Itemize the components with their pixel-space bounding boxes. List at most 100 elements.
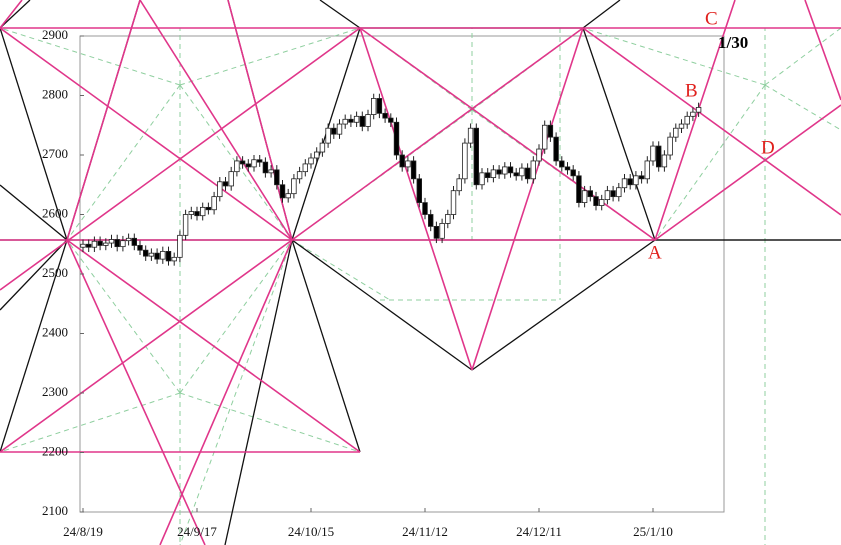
- candle-body: [416, 178, 422, 204]
- candle-body: [194, 211, 200, 217]
- candle-body: [199, 206, 206, 217]
- candle-body: [684, 115, 690, 125]
- overlay-line: [654, 104, 841, 241]
- candle-body: [593, 196, 599, 206]
- candle-body: [450, 190, 457, 215]
- candle-body: [547, 124, 554, 138]
- candle-body: [410, 160, 417, 180]
- candle-body: [353, 115, 360, 123]
- plot-frame: [79, 35, 725, 513]
- candle-body: [313, 151, 320, 159]
- overlay-line: [139, 0, 293, 241]
- guide-line: [0, 27, 181, 86]
- candle-body: [633, 175, 639, 186]
- candle-body: [627, 178, 633, 186]
- candle-body: [296, 171, 303, 180]
- overlay-line: [66, 239, 206, 545]
- overlay-line: [582, 27, 841, 216]
- guide-line: [0, 392, 181, 453]
- candle-body: [519, 167, 525, 177]
- candle-body: [530, 160, 536, 180]
- candle-body: [239, 160, 246, 165]
- candle-body: [570, 169, 576, 177]
- annotation: D: [761, 137, 775, 158]
- candle-body: [80, 243, 86, 248]
- overlay-line: [291, 27, 584, 241]
- candle-body: [302, 163, 308, 173]
- candle-body: [599, 199, 605, 206]
- candle-body: [388, 117, 394, 123]
- overlay-line: [654, 0, 736, 241]
- candle-body: [673, 127, 679, 138]
- candle-body: [479, 172, 485, 186]
- overlay-line: [471, 27, 584, 371]
- candle-body: [695, 107, 702, 113]
- candle-body: [211, 196, 217, 211]
- candle-body: [581, 190, 588, 203]
- candle-body: [524, 167, 531, 180]
- candles: [80, 93, 702, 266]
- candle-body: [217, 181, 223, 198]
- y-tick-label: 2400: [42, 324, 68, 339]
- overlay-line: [582, 0, 621, 29]
- candle-body: [308, 157, 314, 165]
- overlay-line: [582, 27, 656, 241]
- overlay-line: [359, 27, 473, 371]
- candle-body: [604, 190, 611, 201]
- candle-body: [439, 223, 445, 239]
- candle-body: [616, 187, 622, 198]
- x-tick-label: 24/12/11: [516, 524, 562, 539]
- candle-body: [667, 136, 673, 156]
- guide-line: [582, 27, 766, 86]
- overlay-line: [291, 239, 473, 371]
- overlay-line: [804, 0, 841, 101]
- candle-body: [262, 161, 269, 174]
- overlay-line: [0, 239, 293, 453]
- candle-body: [137, 245, 143, 251]
- x-tick-label: 24/8/19: [63, 524, 103, 539]
- candle-body: [678, 123, 685, 129]
- guide-line: [764, 27, 841, 86]
- candle-body: [638, 175, 645, 180]
- overlay-line: [0, 27, 293, 241]
- candle-body: [553, 136, 559, 162]
- y-tick-label: 2900: [42, 27, 68, 42]
- candle-body: [319, 142, 326, 153]
- candle-body: [690, 111, 696, 117]
- candle-body: [445, 214, 451, 224]
- candle-body: [656, 145, 662, 168]
- x-tick-label: 24/10/15: [288, 524, 334, 539]
- guide-line: [66, 84, 181, 241]
- candle-body: [621, 178, 628, 189]
- y-tick-label: 2500: [42, 265, 68, 280]
- candle-body: [131, 237, 137, 246]
- y-tick-label: 2600: [42, 205, 68, 220]
- annotation: A: [648, 242, 662, 263]
- annotation: C: [705, 8, 718, 29]
- y-tick-label: 2300: [42, 384, 68, 399]
- candle-body: [108, 239, 115, 244]
- candle-body: [507, 166, 514, 174]
- candle-body: [502, 166, 508, 175]
- candle-body: [399, 154, 405, 168]
- candle-body: [576, 175, 582, 203]
- candle-body: [462, 142, 468, 180]
- candle-body: [205, 206, 212, 211]
- candle-body: [359, 115, 365, 127]
- candle-body: [120, 240, 126, 248]
- annotation: B: [685, 80, 698, 101]
- candle-body: [148, 252, 155, 257]
- overlay-line: [359, 27, 656, 241]
- candle-body: [177, 234, 183, 258]
- candle-body: [97, 240, 103, 246]
- candle-body: [644, 160, 650, 180]
- candle-body: [331, 127, 337, 135]
- overlay-line: [66, 0, 141, 241]
- candle-body: [456, 178, 462, 192]
- candle-body: [610, 190, 616, 198]
- candle-body: [496, 169, 502, 175]
- guide-line: [179, 84, 293, 241]
- overlay-line: [471, 239, 656, 371]
